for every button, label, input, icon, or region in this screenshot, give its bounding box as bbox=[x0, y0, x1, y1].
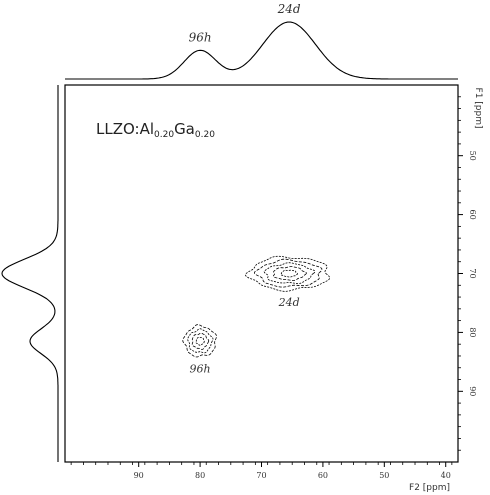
sample-label-al-fraction: 0.20 bbox=[154, 130, 175, 140]
y-tick-label: 60 bbox=[468, 210, 477, 220]
x-tick-label: 60 bbox=[318, 471, 328, 480]
sample-label: LLZO:Al0.20Ga0.20 bbox=[96, 120, 215, 140]
contour-level bbox=[280, 269, 298, 278]
contour-area: 96h 24d bbox=[182, 255, 331, 376]
y-tick-label: 50 bbox=[468, 151, 477, 161]
y-axis: 50 60 70 80 90 bbox=[458, 96, 477, 451]
contour-level bbox=[272, 266, 307, 281]
y-tick-label: 80 bbox=[468, 327, 477, 337]
sample-label-ga-fraction: 0.20 bbox=[194, 130, 215, 140]
top-projection: 96h 24d bbox=[65, 2, 458, 80]
x-axis-label: F2 [ppm] bbox=[409, 483, 450, 493]
top-peak-label: 24d bbox=[277, 2, 301, 16]
contour-level bbox=[187, 328, 214, 354]
top-peak-label: 96h bbox=[189, 31, 212, 45]
x-tick-label: 80 bbox=[195, 471, 205, 480]
x-tick-label: 40 bbox=[441, 471, 451, 480]
left-projection bbox=[1, 85, 59, 462]
contour-level bbox=[191, 332, 210, 350]
top-projection-trace bbox=[65, 21, 458, 80]
y-tick-label: 70 bbox=[468, 268, 477, 278]
x-tick-label: 90 bbox=[134, 471, 144, 480]
x-axis: 90 80 70 60 50 40 bbox=[70, 462, 453, 480]
y-tick-label: 90 bbox=[468, 386, 477, 396]
peak-label: 96h bbox=[190, 363, 211, 376]
x-tick-label: 50 bbox=[379, 471, 389, 480]
peak-label: 24d bbox=[278, 296, 300, 309]
contour-level bbox=[254, 258, 323, 288]
sample-label-middle: Ga bbox=[174, 120, 195, 138]
left-projection-trace bbox=[1, 85, 59, 462]
contour-level bbox=[195, 337, 205, 346]
sample-label-base: LLZO:Al bbox=[96, 120, 155, 138]
x-tick-label: 70 bbox=[256, 471, 266, 480]
contour-level bbox=[182, 324, 217, 358]
y-axis-label: F1 [ppm] bbox=[473, 88, 483, 129]
plot-frame bbox=[64, 84, 459, 463]
contour-level bbox=[244, 255, 331, 292]
